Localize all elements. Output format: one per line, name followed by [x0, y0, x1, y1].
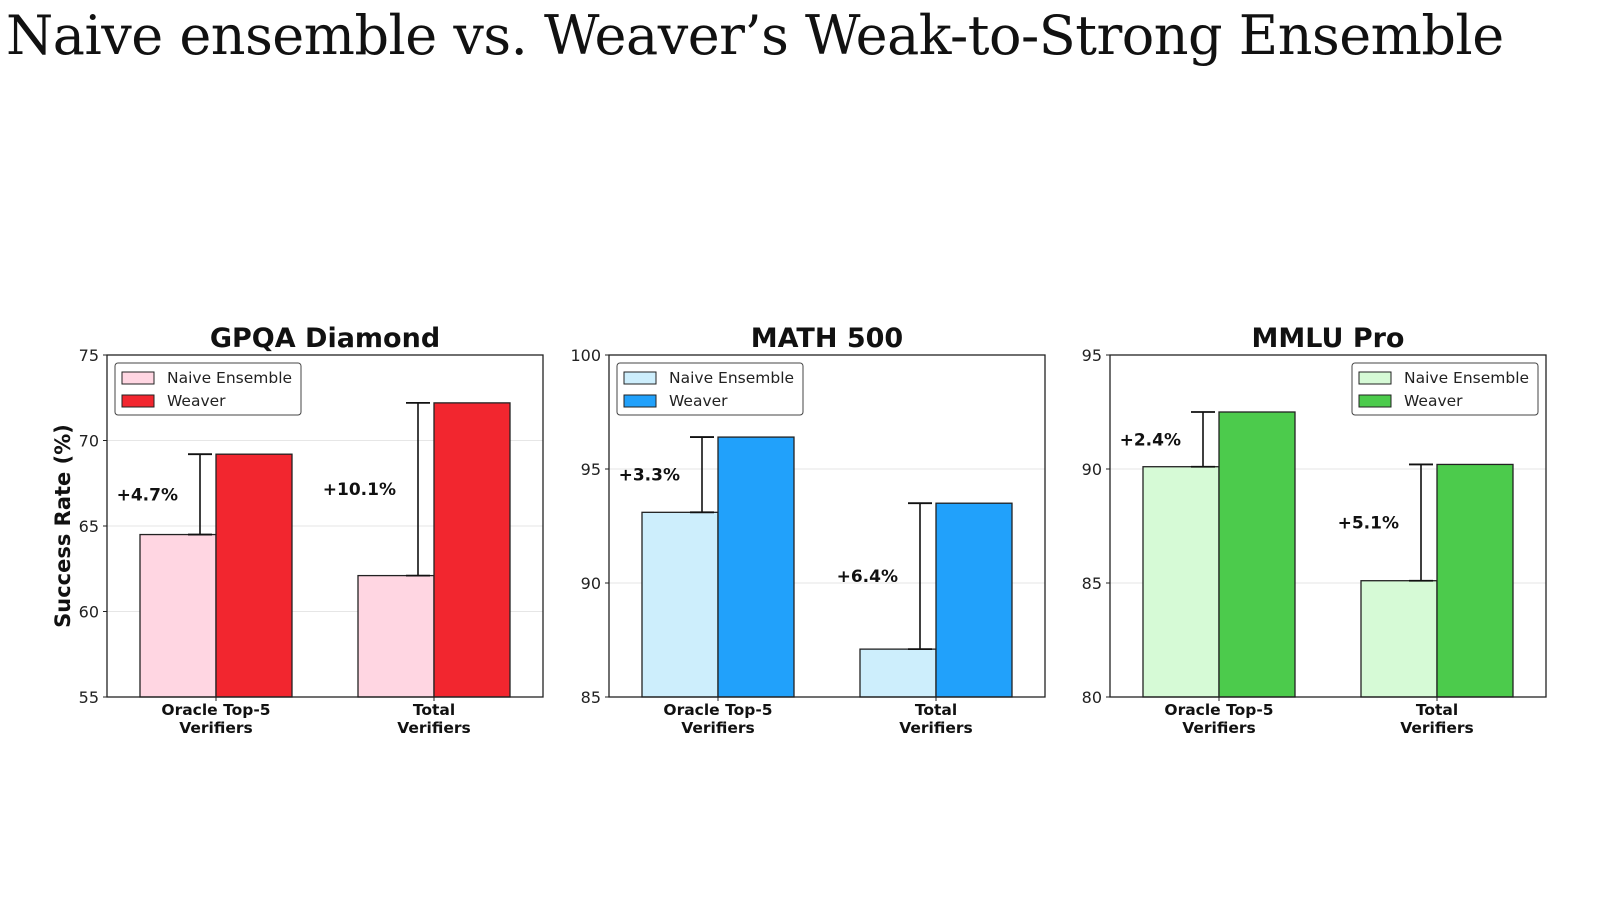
y-tick-label: 100: [570, 346, 601, 365]
y-tick-label: 90: [1082, 460, 1102, 479]
bar: [433, 402, 511, 698]
bar: [357, 574, 435, 698]
legend-box: [616, 362, 804, 416]
bar: [215, 453, 293, 698]
legend-swatch: [121, 371, 155, 385]
y-axis-label: Success Rate (%): [51, 424, 75, 628]
chart-title: MMLU Pro: [1252, 323, 1405, 354]
improvement-label: +5.1%: [1338, 514, 1399, 534]
legend-box: [114, 362, 302, 416]
y-tick-label: 85: [1082, 574, 1102, 593]
improvement-label: +2.4%: [1120, 430, 1181, 450]
legend-label: Weaver: [669, 392, 728, 410]
chart-panel-2: +2.4% Oracle Top-5 Verifiers +5.1% Total Veri…: [1082, 323, 1547, 737]
y-tick-label: 85: [581, 688, 601, 707]
plot-frame: [608, 354, 1046, 698]
legend-label: Weaver: [167, 392, 226, 410]
legend: Naive Ensemble Weaver: [1351, 362, 1539, 416]
x-tick-label: Total Verifiers: [397, 701, 471, 737]
legend: Naive Ensemble Weaver: [114, 362, 302, 416]
y-tick-label: 95: [1082, 346, 1102, 365]
improvement-label: +6.4%: [837, 567, 898, 587]
y-tick-label: 55: [79, 688, 99, 707]
bars-group: [139, 402, 511, 698]
x-tick-label: Oracle Top-5 Verifiers: [1164, 701, 1273, 737]
bar: [935, 502, 1013, 698]
improvement-label: +4.7%: [117, 485, 178, 505]
slide-title: Naive ensemble vs. Weaver’s Weak-to-Stro…: [6, 4, 1504, 67]
bars-group: [641, 436, 1013, 698]
bars-group: [1142, 411, 1514, 698]
chart-title: GPQA Diamond: [210, 323, 440, 354]
bar: [859, 648, 937, 698]
y-tick-label: 75: [79, 346, 99, 365]
legend-label: Naive Ensemble: [669, 369, 794, 387]
bar: [717, 436, 795, 698]
x-tick-label: Total Verifiers: [899, 701, 973, 737]
y-tick-label: 60: [79, 603, 99, 622]
bar: [641, 511, 719, 698]
legend-swatch: [121, 394, 155, 408]
legend-label: Naive Ensemble: [1404, 369, 1529, 387]
legend-swatch: [1358, 394, 1392, 408]
x-tick-label: Total Verifiers: [1400, 701, 1474, 737]
bar: [1218, 411, 1296, 698]
x-tick-label: Oracle Top-5 Verifiers: [161, 701, 270, 737]
x-tick-label: Oracle Top-5 Verifiers: [663, 701, 772, 737]
chart-panel-1: +3.3% Oracle Top-5 Verifiers +6.4% Total Veri…: [570, 323, 1046, 737]
plot-frame: [1109, 354, 1547, 698]
legend-label: Naive Ensemble: [167, 369, 292, 387]
chart-panel-0: +4.7% Oracle Top-5 Verifiers +10.1% Total Ver…: [51, 323, 544, 737]
bar: [1360, 580, 1438, 698]
bar: [1436, 463, 1514, 698]
chart-title: MATH 500: [751, 323, 903, 354]
legend-box: [1351, 362, 1539, 416]
y-tick-label: 70: [79, 432, 99, 451]
improvement-label: +3.3%: [619, 466, 680, 486]
legend-label: Weaver: [1404, 392, 1463, 410]
improvement-label: +10.1%: [323, 480, 396, 500]
legend-swatch: [623, 394, 657, 408]
bar: [1142, 466, 1220, 698]
legend: Naive Ensemble Weaver: [616, 362, 804, 416]
y-tick-label: 90: [581, 574, 601, 593]
legend-swatch: [1358, 371, 1392, 385]
y-tick-label: 80: [1082, 688, 1102, 707]
y-tick-label: 65: [79, 517, 99, 536]
bar: [139, 533, 217, 698]
y-tick-label: 95: [581, 460, 601, 479]
legend-swatch: [623, 371, 657, 385]
